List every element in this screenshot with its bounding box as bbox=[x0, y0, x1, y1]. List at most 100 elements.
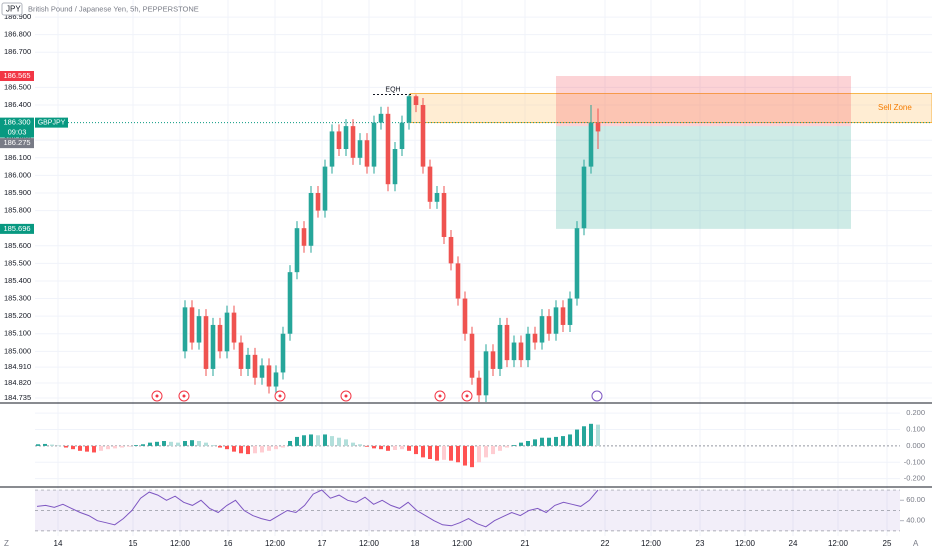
histogram-bar bbox=[57, 445, 61, 446]
price-label: 186.300 bbox=[3, 118, 30, 127]
x-tick-label: 21 bbox=[521, 539, 530, 548]
candle-body bbox=[280, 333, 286, 373]
rsi-plot bbox=[35, 489, 900, 532]
histogram-bar bbox=[281, 445, 285, 448]
price-label-box bbox=[0, 117, 34, 138]
x-tick-label: 17 bbox=[318, 539, 327, 548]
histogram-bar bbox=[351, 442, 355, 446]
candle-body bbox=[301, 228, 307, 246]
histogram-bar bbox=[554, 436, 558, 446]
histogram-bar bbox=[442, 445, 446, 460]
histogram-bar bbox=[512, 445, 516, 446]
candle-body bbox=[196, 316, 202, 343]
histogram-bar bbox=[120, 445, 124, 448]
y-tick-label: 40.00 bbox=[906, 516, 925, 525]
y-tick-label: 185.500 bbox=[4, 258, 31, 267]
y-tick-label: 185.000 bbox=[4, 346, 31, 355]
candle-body bbox=[532, 333, 538, 343]
y-tick-label: 184.820 bbox=[4, 378, 31, 387]
zoom-icon[interactable]: Z bbox=[4, 539, 9, 548]
candle-body bbox=[399, 122, 405, 150]
candle-body bbox=[308, 192, 314, 246]
rsi-panel: 60.00 40.00 bbox=[35, 489, 925, 532]
y-tick-label: 0.100 bbox=[906, 425, 925, 434]
candle-body bbox=[546, 316, 552, 334]
histogram-bar bbox=[400, 445, 404, 450]
histogram-bar bbox=[204, 442, 208, 446]
candle-body bbox=[364, 140, 370, 167]
histogram-bar bbox=[365, 445, 369, 447]
candle-body bbox=[462, 298, 468, 334]
candle-body bbox=[378, 113, 384, 123]
x-tick-label: 14 bbox=[54, 539, 63, 548]
histogram-bar bbox=[428, 445, 432, 459]
candle-body bbox=[504, 324, 510, 361]
y-tick-label: 185.800 bbox=[4, 206, 31, 215]
y-tick-label: 185.100 bbox=[4, 329, 31, 338]
histogram-bar bbox=[141, 444, 145, 446]
histogram-bar bbox=[113, 445, 117, 449]
candle-body bbox=[595, 122, 601, 132]
histogram-bar bbox=[561, 436, 565, 446]
x-tick-label: 12:00 bbox=[452, 539, 473, 548]
candle-body bbox=[273, 372, 279, 387]
histogram-bar bbox=[225, 445, 229, 450]
histogram-bar bbox=[596, 424, 600, 446]
histogram-bar bbox=[372, 445, 376, 449]
histogram-bar bbox=[421, 445, 425, 458]
histogram-bar bbox=[309, 434, 313, 446]
histogram-bar bbox=[253, 445, 257, 454]
histogram-bar bbox=[414, 445, 418, 455]
histogram-bar bbox=[169, 441, 173, 446]
auto-scale[interactable]: A bbox=[913, 539, 919, 548]
candle-body bbox=[448, 236, 454, 264]
stop-zone bbox=[556, 76, 851, 127]
candle-body bbox=[343, 126, 349, 150]
y-tick-label: 185.600 bbox=[4, 241, 31, 250]
histogram-bar bbox=[337, 437, 341, 446]
y-tick-label: 184.735 bbox=[4, 393, 31, 402]
candle-body bbox=[392, 149, 398, 185]
symbol-tag-label: GBPJPY bbox=[38, 119, 66, 126]
symbol[interactable]: JPY bbox=[6, 5, 21, 14]
y-tick-label: 186.000 bbox=[4, 170, 31, 179]
histogram-bar bbox=[50, 444, 54, 446]
histogram-bar bbox=[323, 434, 327, 446]
candle-body bbox=[560, 307, 566, 325]
event-dot bbox=[182, 394, 186, 398]
histogram-bar bbox=[148, 442, 152, 446]
candle-body bbox=[518, 342, 524, 361]
y-tick-label: 186.500 bbox=[4, 82, 31, 91]
histogram-bar bbox=[295, 436, 299, 446]
candle-body bbox=[413, 96, 419, 106]
histogram-bar bbox=[393, 445, 397, 450]
price-label: 185.696 bbox=[3, 224, 30, 233]
histogram-bar bbox=[526, 441, 530, 446]
histogram-bar bbox=[470, 445, 474, 468]
x-tick-label: 12:00 bbox=[735, 539, 756, 548]
price-label-box bbox=[0, 71, 34, 82]
y-tick-label: 185.900 bbox=[4, 188, 31, 197]
histogram-bar bbox=[456, 445, 460, 463]
x-tick-label: 18 bbox=[411, 539, 420, 548]
y-tick-label: 185.400 bbox=[4, 276, 31, 285]
histogram-bar bbox=[99, 445, 103, 451]
histogram-bar bbox=[491, 445, 495, 455]
candle-body bbox=[294, 228, 300, 273]
candle-body bbox=[469, 333, 475, 378]
y-tick-label: 185.200 bbox=[4, 311, 31, 320]
histogram-bar bbox=[211, 445, 215, 446]
macd-panel: 0.200 0.100 0.000 -0.100 -0.200 bbox=[35, 408, 925, 483]
symbol-box[interactable] bbox=[1, 2, 23, 16]
candle-body bbox=[245, 354, 251, 369]
candle-body bbox=[476, 377, 482, 396]
candle-body bbox=[336, 131, 342, 150]
histogram-bar bbox=[85, 445, 89, 452]
y-tick-label: 186.800 bbox=[4, 30, 31, 39]
histogram-bar bbox=[589, 423, 593, 446]
eqh-label: EQH bbox=[385, 86, 400, 93]
histogram-bar bbox=[449, 445, 453, 461]
histogram-bar bbox=[484, 445, 488, 458]
y-tick-label: 0.200 bbox=[906, 408, 925, 417]
candle-body bbox=[322, 166, 328, 211]
